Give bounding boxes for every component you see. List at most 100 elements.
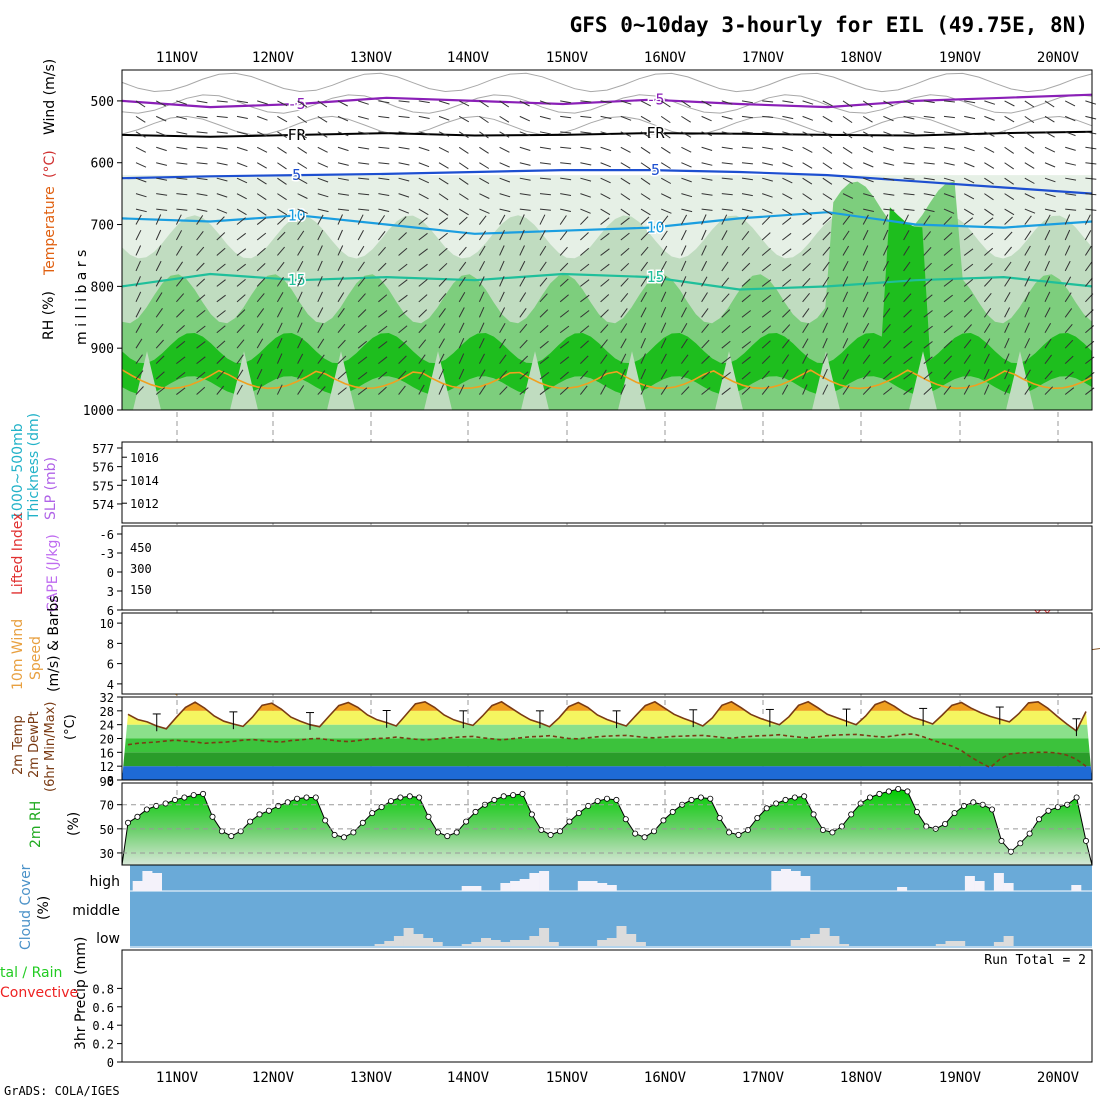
wind-barb bbox=[236, 324, 245, 334]
wind-barb bbox=[398, 216, 407, 225]
wind-barb bbox=[236, 263, 247, 272]
wind-barb bbox=[701, 229, 707, 241]
wind-barb bbox=[378, 115, 390, 119]
wind-barb bbox=[216, 279, 226, 287]
wind-barb bbox=[681, 386, 690, 395]
wind-barb bbox=[499, 307, 506, 318]
wind-barb bbox=[701, 245, 707, 256]
wind-barb bbox=[357, 293, 366, 303]
wind-barb bbox=[1004, 216, 1013, 225]
wind-barb bbox=[741, 215, 749, 225]
wind-barb bbox=[256, 193, 267, 201]
wind-barb bbox=[458, 177, 469, 185]
wind-barb bbox=[196, 162, 208, 165]
wind-barb bbox=[358, 146, 370, 150]
wind-barb bbox=[438, 353, 445, 364]
wind-barb bbox=[943, 131, 955, 134]
wind-barb bbox=[337, 371, 347, 380]
wind-barb bbox=[357, 261, 365, 272]
precip-tick-label: 0.4 bbox=[92, 1019, 114, 1033]
wind-barb bbox=[1004, 384, 1010, 395]
wind-barb bbox=[337, 355, 347, 364]
wind-barb bbox=[458, 162, 469, 170]
wind-barb bbox=[883, 131, 894, 137]
wind-barb bbox=[1064, 229, 1071, 241]
wind-barb bbox=[297, 146, 308, 154]
wind-barb bbox=[1064, 339, 1074, 349]
cloud-high-bar bbox=[587, 881, 598, 891]
cape-frame bbox=[121, 525, 1093, 611]
wind-barb bbox=[943, 216, 953, 225]
x-tick-label-top: 17NOV bbox=[742, 50, 785, 66]
wind-barb bbox=[660, 322, 667, 333]
wind-barb bbox=[478, 276, 485, 287]
rh2m-point bbox=[528, 811, 535, 818]
wind-barb bbox=[923, 231, 931, 241]
wind-barb bbox=[236, 146, 248, 152]
wind-speed-axis-label: Speed bbox=[28, 636, 44, 680]
cloud-low-bar bbox=[955, 941, 966, 946]
x-tick-label-bottom: 20NOV bbox=[1037, 1070, 1080, 1086]
temperature-axis-label: Temperature bbox=[42, 186, 58, 276]
wind-barb bbox=[276, 337, 283, 349]
wind-barb bbox=[176, 162, 188, 165]
wind-barb bbox=[640, 337, 646, 349]
x-tick-label-bottom: 15NOV bbox=[546, 1070, 589, 1086]
wind-barb bbox=[842, 193, 854, 199]
isotherm-label: FR bbox=[646, 124, 665, 142]
wind-barb bbox=[539, 325, 549, 334]
wind-barb bbox=[701, 308, 709, 318]
x-tick-label-bottom: 12NOV bbox=[252, 1070, 295, 1086]
wind-barb bbox=[438, 162, 449, 169]
slp-axis-label: SLP (mb) bbox=[43, 457, 59, 520]
wind-barb bbox=[317, 193, 329, 198]
rh2m-point bbox=[998, 837, 1005, 844]
rh2m-point bbox=[876, 790, 883, 797]
wind-barb bbox=[539, 340, 549, 349]
isotherm-label: FR bbox=[288, 126, 307, 144]
wind-barb bbox=[499, 276, 505, 287]
wind-barb bbox=[418, 324, 427, 334]
wind-barb bbox=[1044, 276, 1051, 287]
wind-barb bbox=[681, 193, 693, 198]
wind-barb bbox=[640, 208, 651, 216]
wind-barb bbox=[984, 247, 994, 256]
wind-barb bbox=[964, 131, 975, 136]
wind-barb bbox=[822, 100, 833, 107]
wind-barb bbox=[458, 292, 466, 303]
wind-barb bbox=[580, 247, 590, 256]
wind-barb bbox=[1004, 322, 1010, 333]
wind-barb bbox=[256, 177, 267, 185]
rh2m-point bbox=[820, 827, 827, 834]
wind-barb bbox=[398, 355, 407, 364]
wind-barb bbox=[963, 217, 974, 225]
wind-barb bbox=[216, 131, 228, 134]
x-tick-label-top: 13NOV bbox=[350, 50, 393, 66]
wind-barb bbox=[135, 177, 147, 183]
wind-barb bbox=[640, 353, 646, 364]
wind-barb bbox=[418, 279, 428, 287]
wind-barb bbox=[317, 208, 329, 213]
wind-barb bbox=[176, 100, 187, 105]
wind-barb bbox=[600, 146, 612, 152]
wind-barb bbox=[398, 310, 408, 318]
wind-barb bbox=[923, 294, 933, 303]
wind-barb bbox=[216, 247, 226, 256]
wind-barb bbox=[620, 100, 632, 105]
wind-barb bbox=[1044, 193, 1056, 198]
wind-barb bbox=[580, 325, 590, 334]
wind-barb bbox=[1004, 276, 1012, 287]
wind-barb bbox=[600, 369, 607, 380]
wind-barb bbox=[357, 214, 364, 225]
wind-barb bbox=[297, 306, 303, 318]
dewpt-axis-label: 2m DewPt bbox=[27, 711, 42, 778]
wind-barb bbox=[236, 100, 248, 104]
wind-barb bbox=[862, 131, 874, 138]
rh2m-point bbox=[585, 802, 592, 809]
wind-barb bbox=[1044, 115, 1055, 123]
cloud-low-bar bbox=[393, 936, 404, 946]
wind-barb bbox=[519, 355, 529, 364]
wind-barb bbox=[236, 177, 248, 184]
wind-barb bbox=[1024, 353, 1031, 364]
wind-barb bbox=[155, 100, 167, 107]
